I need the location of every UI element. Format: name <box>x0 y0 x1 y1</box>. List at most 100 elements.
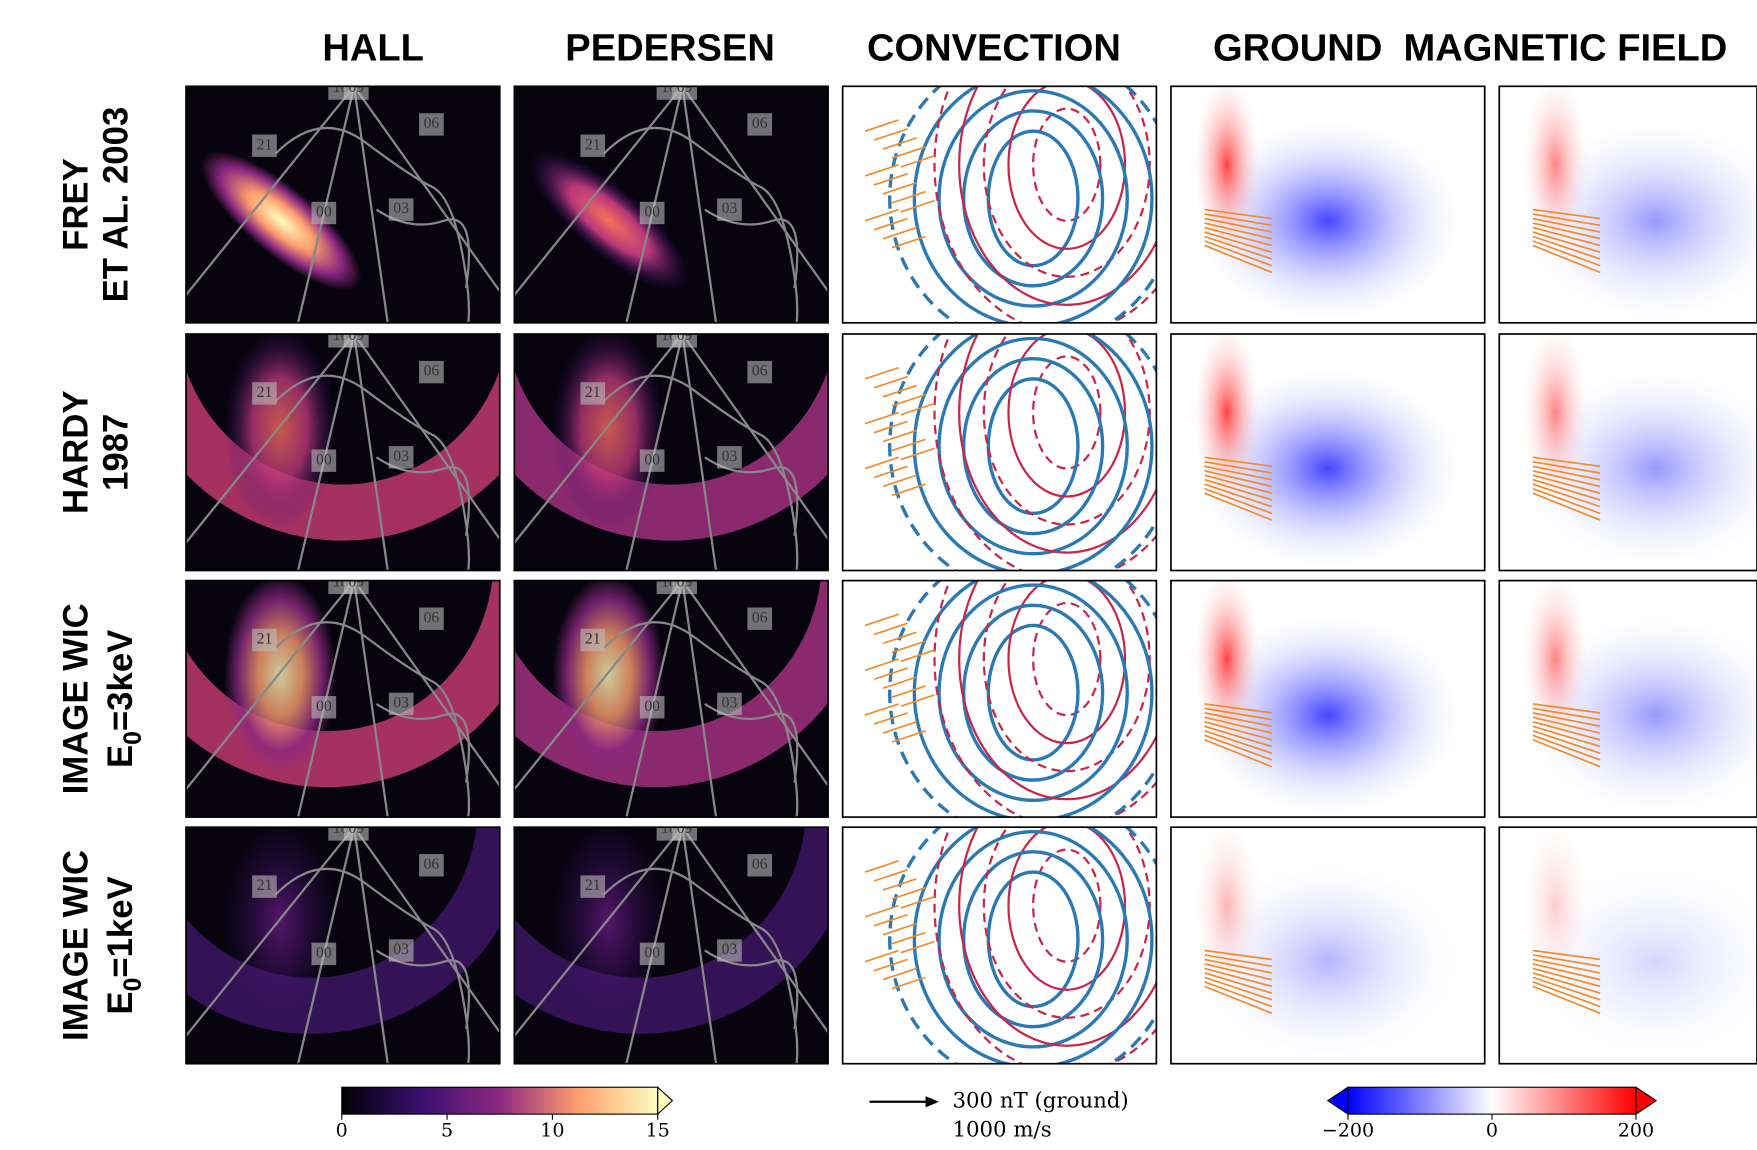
map-label: 03 <box>722 200 738 217</box>
panel <box>1499 75 1757 323</box>
map-label: 00 <box>316 698 332 715</box>
colorbar-tick-label: 0 <box>336 1120 348 1142</box>
colorbar-extend <box>658 1087 673 1114</box>
map-label: 03 <box>722 941 738 958</box>
map-label: 03 <box>722 448 738 465</box>
map-label: 09 <box>677 79 693 96</box>
panel <box>1171 75 1485 323</box>
map-label: 09 <box>677 820 693 837</box>
row-label: FREY <box>57 158 95 251</box>
row-label: HARDY <box>57 390 95 514</box>
colorbar <box>1348 1087 1636 1114</box>
row-label-sub: 0 <box>120 731 147 745</box>
panel <box>1499 323 1757 571</box>
map-label: 21 <box>257 384 273 401</box>
colorbar-tick-label: 200 <box>1618 1120 1654 1142</box>
oval-glow <box>224 328 336 530</box>
map-label: 00 <box>316 451 332 468</box>
panel <box>1171 323 1485 571</box>
map-label: 03 <box>393 448 409 465</box>
panel-content <box>1499 569 1757 817</box>
map-label: 00 <box>316 204 332 221</box>
panel-content: 180921060003 <box>164 77 523 345</box>
colorbar-extend <box>1328 1087 1348 1114</box>
panel <box>1171 569 1485 817</box>
map-label: 00 <box>644 204 660 221</box>
row-label-part: =3keV <box>102 630 140 731</box>
map-label: 09 <box>348 79 364 96</box>
map-label: 09 <box>677 573 693 590</box>
map-label: 09 <box>348 820 364 837</box>
map-label: 21 <box>585 877 601 894</box>
panel-content <box>1499 816 1757 1064</box>
map-label: 09 <box>348 327 364 344</box>
oval-glow <box>552 821 664 1023</box>
oval-glow <box>552 574 664 776</box>
colorbar-tick-label: 10 <box>540 1120 564 1142</box>
oval-glow <box>224 574 336 776</box>
row-label: E0=3keV <box>102 630 147 768</box>
map-label: 06 <box>424 609 440 626</box>
map-label: 03 <box>393 200 409 217</box>
map-label: 03 <box>393 941 409 958</box>
map-label: 06 <box>424 115 440 132</box>
map-label: 21 <box>585 631 601 648</box>
map-label: 21 <box>257 877 273 894</box>
map-label: 00 <box>644 698 660 715</box>
map-label: 06 <box>424 363 440 380</box>
panel <box>1499 816 1757 1064</box>
map-label: 21 <box>585 136 601 153</box>
map-label: 21 <box>257 136 273 153</box>
row-label-part: E <box>102 745 140 768</box>
panel-content <box>1499 323 1757 571</box>
panel-content: 180921060003 <box>492 77 851 345</box>
row-label-part: E <box>102 991 140 1014</box>
column-title: GROUND MAGNETIC FIELD <box>1213 28 1727 70</box>
map-label: 09 <box>677 327 693 344</box>
legend-arrow-head <box>926 1096 939 1107</box>
legend-text: 300 nT (ground) <box>952 1088 1128 1113</box>
row-label-sub: 0 <box>120 978 147 992</box>
panel-content <box>1171 816 1485 1064</box>
colorbar-tick-label: 15 <box>646 1120 670 1142</box>
oval-glow <box>552 328 664 530</box>
map-label: 00 <box>644 944 660 961</box>
row-label: IMAGE WIC <box>57 603 95 794</box>
legend-text: 1000 m/s <box>952 1118 1051 1143</box>
panel-content <box>1499 75 1757 323</box>
map-label: 21 <box>257 631 273 648</box>
panel-content <box>1171 75 1485 323</box>
map-label: 06 <box>752 363 768 380</box>
panel-content <box>1171 323 1485 571</box>
page: HALL PEDERSEN CONVECTION GROUND MAGNETIC… <box>0 0 1757 1150</box>
column-title: HALL <box>322 28 424 70</box>
map-label: 09 <box>348 573 364 590</box>
row-label-part: =1keV <box>102 876 140 977</box>
map-label: 06 <box>752 856 768 873</box>
map-label: 06 <box>752 609 768 626</box>
row-label: 1987 <box>98 414 136 491</box>
column-title: CONVECTION <box>867 28 1121 70</box>
row-label: E0=1keV <box>102 876 147 1014</box>
map-label: 06 <box>752 115 768 132</box>
oval-glow <box>224 821 336 1023</box>
column-title: PEDERSEN <box>565 28 775 70</box>
figure: HALL PEDERSEN CONVECTION GROUND MAGNETIC… <box>0 0 1757 1150</box>
panel <box>1499 569 1757 817</box>
panel-content <box>1171 569 1485 817</box>
colorbar-tick-label: 5 <box>441 1120 453 1142</box>
map-label: 21 <box>585 384 601 401</box>
map-label: 03 <box>393 694 409 711</box>
colorbar-extend <box>1636 1087 1656 1114</box>
colorbar-tick-label: −200 <box>1322 1120 1374 1142</box>
map-label: 00 <box>316 944 332 961</box>
colorbar-tick-label: 0 <box>1486 1120 1498 1142</box>
colorbar <box>342 1087 658 1114</box>
map-label: 00 <box>644 451 660 468</box>
panel <box>1171 816 1485 1064</box>
panels: 1809210600031809210600031809210600031809… <box>117 0 1757 1087</box>
map-label: 03 <box>722 694 738 711</box>
map-label: 06 <box>424 856 440 873</box>
